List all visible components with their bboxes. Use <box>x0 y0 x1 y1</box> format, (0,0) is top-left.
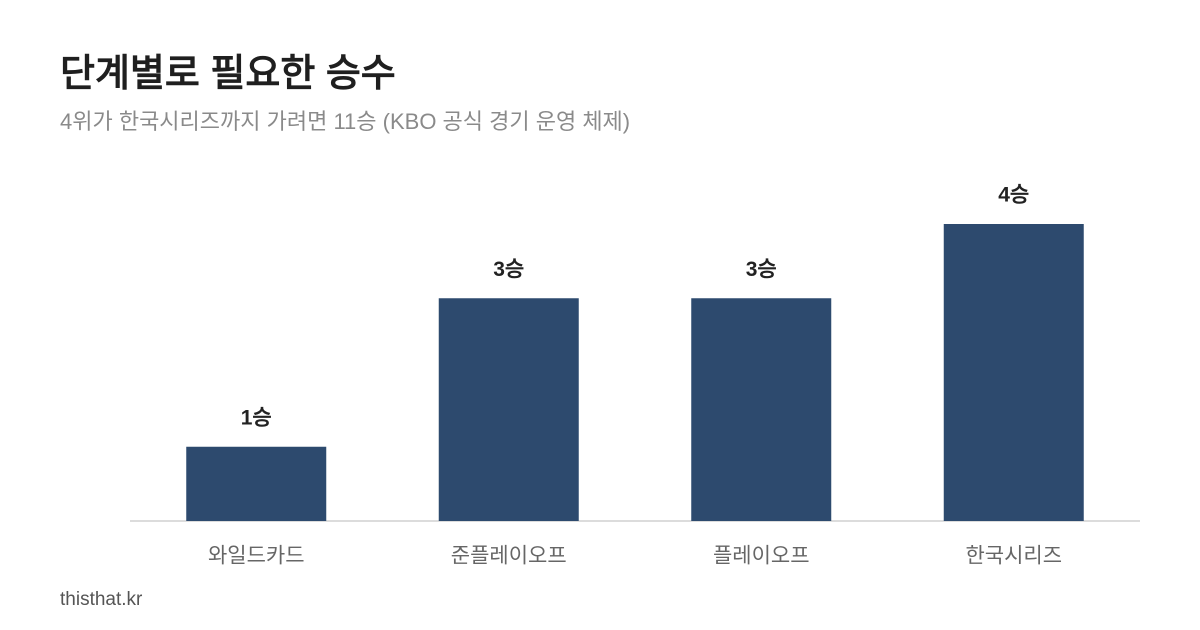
value-label: 3승 <box>493 258 524 281</box>
bar <box>691 298 832 521</box>
bar <box>186 446 327 521</box>
chart-title: 단계별로 필요한 승수 <box>60 53 396 95</box>
x-tick-label: 준플레이오프 <box>451 545 567 568</box>
value-label: 1승 <box>241 406 272 429</box>
x-tick-label: 플레이오프 <box>713 545 810 568</box>
value-label: 4승 <box>998 184 1029 207</box>
chart-subtitle: 4위가 한국시리즈까지 가려면 11승 (KBO 공식 경기 운영 체제) <box>60 109 630 134</box>
x-tick-label: 와일드카드 <box>208 545 305 568</box>
bar <box>438 298 579 521</box>
x-tick-label: 한국시리즈 <box>965 545 1062 568</box>
value-label: 3승 <box>746 258 777 281</box>
source: thisthat.kr <box>60 589 143 610</box>
bar <box>943 224 1084 521</box>
